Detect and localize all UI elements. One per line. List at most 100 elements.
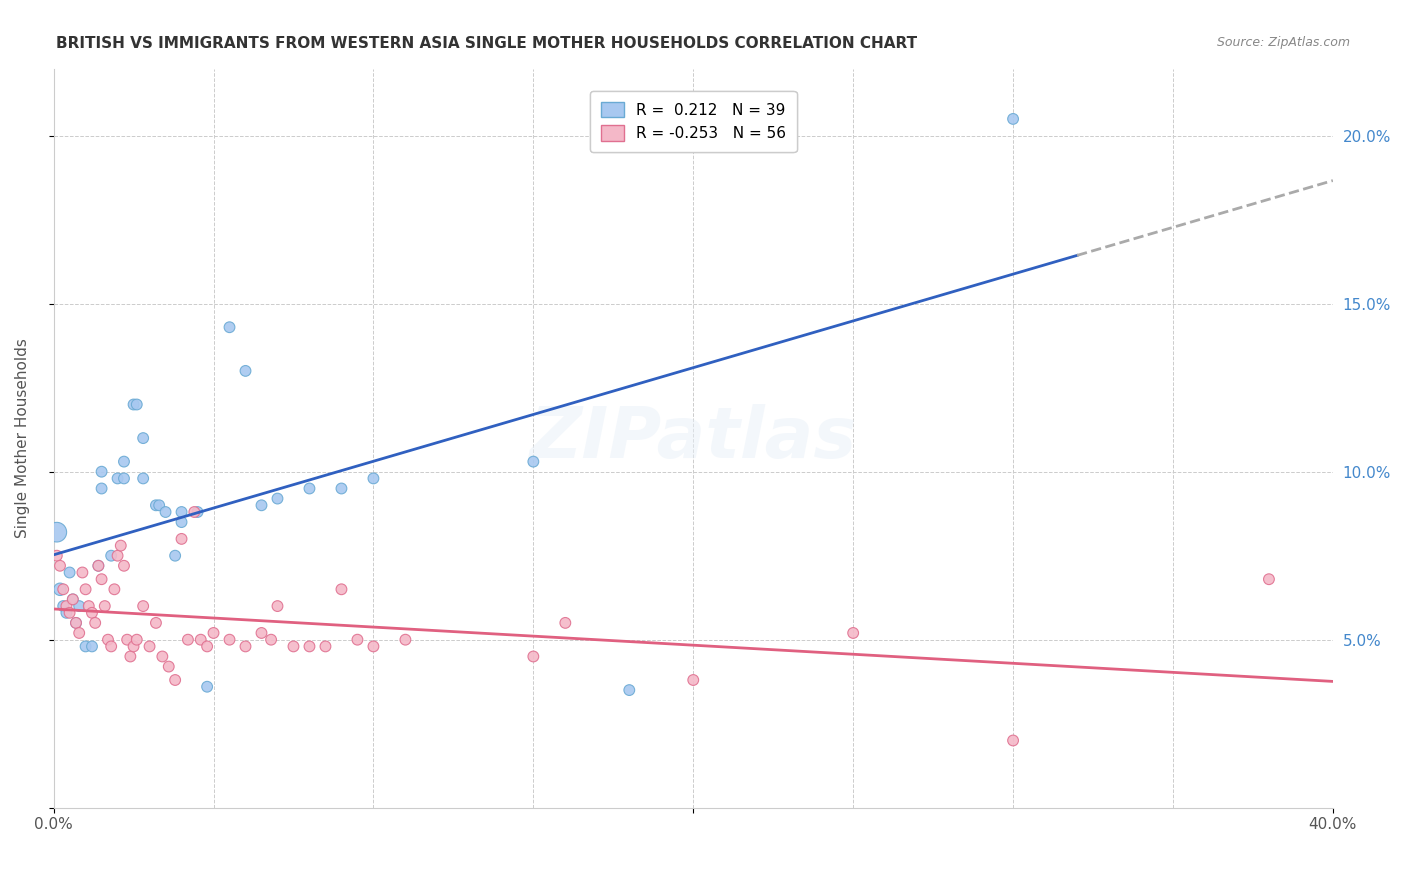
- Point: [112, 558, 135, 573]
- Point: [235, 364, 257, 378]
- Point: [132, 431, 155, 445]
- Point: [97, 632, 120, 647]
- Point: [87, 558, 110, 573]
- Point: [65, 615, 87, 630]
- Point: [218, 320, 240, 334]
- Point: [90, 465, 112, 479]
- Point: [283, 640, 305, 654]
- Point: [150, 649, 173, 664]
- Point: [145, 498, 167, 512]
- Text: Source: ZipAtlas.com: Source: ZipAtlas.com: [1216, 36, 1350, 49]
- Point: [1002, 733, 1025, 747]
- Point: [170, 515, 193, 529]
- Point: [195, 640, 218, 654]
- Point: [90, 482, 112, 496]
- Point: [145, 615, 167, 630]
- Point: [266, 599, 288, 613]
- Text: BRITISH VS IMMIGRANTS FROM WESTERN ASIA SINGLE MOTHER HOUSEHOLDS CORRELATION CHA: BRITISH VS IMMIGRANTS FROM WESTERN ASIA …: [56, 36, 917, 51]
- Point: [45, 525, 67, 540]
- Point: [100, 640, 122, 654]
- Point: [67, 599, 90, 613]
- Point: [62, 592, 84, 607]
- Point: [155, 505, 177, 519]
- Point: [125, 397, 148, 411]
- Point: [59, 566, 82, 580]
- Text: ZIPatlas: ZIPatlas: [530, 403, 856, 473]
- Point: [80, 640, 103, 654]
- Point: [330, 582, 353, 597]
- Point: [62, 592, 84, 607]
- Point: [682, 673, 704, 687]
- Point: [94, 599, 117, 613]
- Point: [346, 632, 368, 647]
- Point: [363, 640, 385, 654]
- Point: [107, 549, 129, 563]
- Point: [522, 455, 544, 469]
- Point: [49, 582, 72, 597]
- Point: [110, 539, 132, 553]
- Point: [100, 549, 122, 563]
- Point: [120, 649, 142, 664]
- Point: [314, 640, 336, 654]
- Point: [250, 498, 273, 512]
- Point: [55, 606, 77, 620]
- Point: [235, 640, 257, 654]
- Point: [522, 649, 544, 664]
- Point: [75, 640, 97, 654]
- Point: [330, 482, 353, 496]
- Point: [250, 626, 273, 640]
- Point: [298, 482, 321, 496]
- Point: [77, 599, 100, 613]
- Point: [195, 680, 218, 694]
- Point: [394, 632, 416, 647]
- Point: [138, 640, 160, 654]
- Point: [190, 632, 212, 647]
- Point: [554, 615, 576, 630]
- Point: [107, 471, 129, 485]
- Point: [65, 615, 87, 630]
- Legend: R =  0.212   N = 39, R = -0.253   N = 56: R = 0.212 N = 39, R = -0.253 N = 56: [591, 91, 797, 152]
- Point: [1002, 112, 1025, 126]
- Point: [218, 632, 240, 647]
- Point: [112, 471, 135, 485]
- Point: [619, 683, 641, 698]
- Point: [55, 599, 77, 613]
- Point: [132, 599, 155, 613]
- Point: [1258, 572, 1281, 586]
- Point: [183, 505, 205, 519]
- Point: [45, 549, 67, 563]
- Point: [103, 582, 125, 597]
- Point: [84, 615, 107, 630]
- Point: [165, 549, 187, 563]
- Point: [842, 626, 865, 640]
- Point: [52, 582, 75, 597]
- Point: [170, 505, 193, 519]
- Point: [52, 599, 75, 613]
- Point: [122, 397, 145, 411]
- Point: [72, 566, 94, 580]
- Point: [266, 491, 288, 506]
- Point: [260, 632, 283, 647]
- Point: [165, 673, 187, 687]
- Point: [125, 632, 148, 647]
- Point: [148, 498, 170, 512]
- Point: [115, 632, 138, 647]
- Point: [87, 558, 110, 573]
- Point: [49, 558, 72, 573]
- Point: [363, 471, 385, 485]
- Point: [132, 471, 155, 485]
- Point: [67, 626, 90, 640]
- Y-axis label: Single Mother Households: Single Mother Households: [15, 338, 30, 538]
- Point: [298, 640, 321, 654]
- Point: [202, 626, 225, 640]
- Point: [59, 606, 82, 620]
- Point: [75, 582, 97, 597]
- Point: [186, 505, 208, 519]
- Point: [157, 659, 180, 673]
- Point: [112, 455, 135, 469]
- Point: [90, 572, 112, 586]
- Point: [122, 640, 145, 654]
- Point: [177, 632, 200, 647]
- Point: [80, 606, 103, 620]
- Point: [170, 532, 193, 546]
